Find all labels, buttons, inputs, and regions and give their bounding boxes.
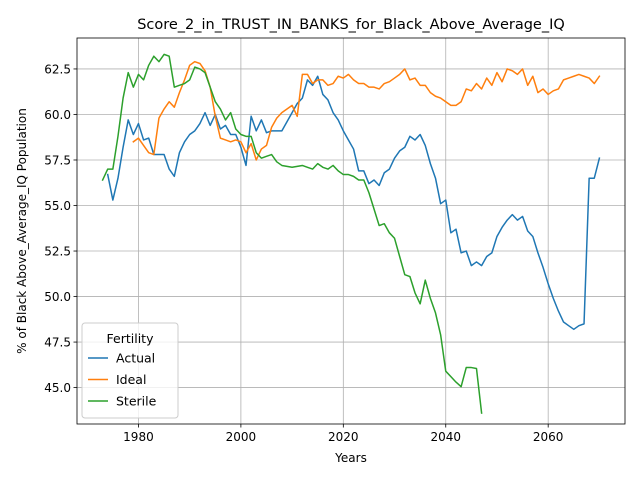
x-tick-label: 2060 — [533, 430, 564, 444]
grid — [77, 38, 625, 424]
legend-items: Actual Ideal Sterile — [88, 351, 157, 409]
x-tick-label: 2000 — [226, 430, 257, 444]
x-tick-label: 1980 — [123, 430, 154, 444]
x-tick-label: 2040 — [430, 430, 461, 444]
y-tick-label: 45.0 — [44, 381, 71, 395]
series-lines — [101, 53, 601, 414]
series-line-ideal — [132, 60, 601, 161]
legend-label-actual: Actual — [116, 351, 155, 366]
y-tick-label: 50.0 — [44, 290, 71, 304]
y-tick-label: 60.0 — [44, 108, 71, 122]
y-tick-label: 57.5 — [44, 153, 71, 167]
plot-frame — [76, 37, 626, 425]
y-tick-label: 52.5 — [44, 244, 71, 258]
legend-title: Fertility — [107, 331, 155, 346]
chart-title: Score_2_in_TRUST_IN_BANKS_for_Black_Abov… — [137, 17, 565, 33]
series-line-sterile — [101, 53, 483, 414]
legend: Fertility Actual Ideal Sterile — [81, 322, 179, 419]
legend-label-sterile: Sterile — [116, 394, 157, 409]
axis-ticks: 1980 2000 2020 2040 2060 45.0 47.5 50.0 52.5 55.0… — [44, 62, 563, 444]
legend-label-ideal: Ideal — [116, 372, 146, 387]
legend-box — [81, 322, 179, 419]
y-tick-label: 55.0 — [44, 199, 71, 213]
y-axis-label: % of Black Above_Average_IQ Population — [15, 108, 29, 354]
series-line-actual — [106, 75, 601, 331]
x-axis-label: Years — [334, 451, 367, 465]
x-tick-label: 2020 — [328, 430, 359, 444]
y-tick-label: 47.5 — [44, 335, 71, 349]
y-tick-label: 62.5 — [44, 62, 71, 76]
